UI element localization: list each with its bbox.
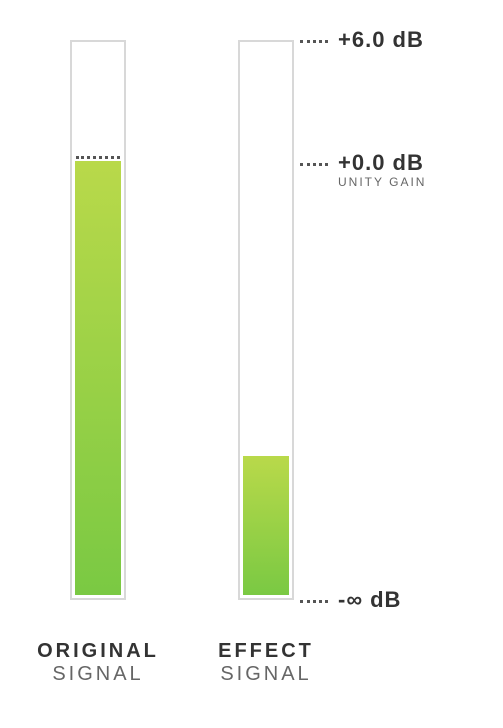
effect-label-top: EFFECT bbox=[176, 640, 356, 663]
tick-label-top: +6.0 dB bbox=[338, 27, 424, 53]
effect-label-bottom: SIGNAL bbox=[176, 663, 356, 686]
original-label-top: ORIGINAL bbox=[8, 640, 188, 663]
original-signal-peak bbox=[76, 156, 120, 159]
effect-signal-label: EFFECT SIGNAL bbox=[176, 640, 356, 686]
effect-signal-fill bbox=[243, 456, 289, 595]
tick-label-unity: +0.0 dB bbox=[338, 150, 424, 176]
tick-sublabel-unity: UNITY GAIN bbox=[338, 175, 426, 189]
original-label-bottom: SIGNAL bbox=[8, 663, 188, 686]
original-signal-label: ORIGINAL SIGNAL bbox=[8, 640, 188, 686]
tick-label-bottom: -∞ dB bbox=[338, 587, 401, 613]
signal-meters-diagram: +6.0 dB +0.0 dB UNITY GAIN -∞ dB ORIGINA… bbox=[0, 0, 503, 728]
original-signal-fill bbox=[75, 161, 121, 595]
effect-signal-meter bbox=[238, 40, 294, 600]
tick-bottom bbox=[300, 600, 328, 603]
tick-top bbox=[300, 40, 328, 43]
tick-unity bbox=[300, 163, 328, 166]
original-signal-meter bbox=[70, 40, 126, 600]
